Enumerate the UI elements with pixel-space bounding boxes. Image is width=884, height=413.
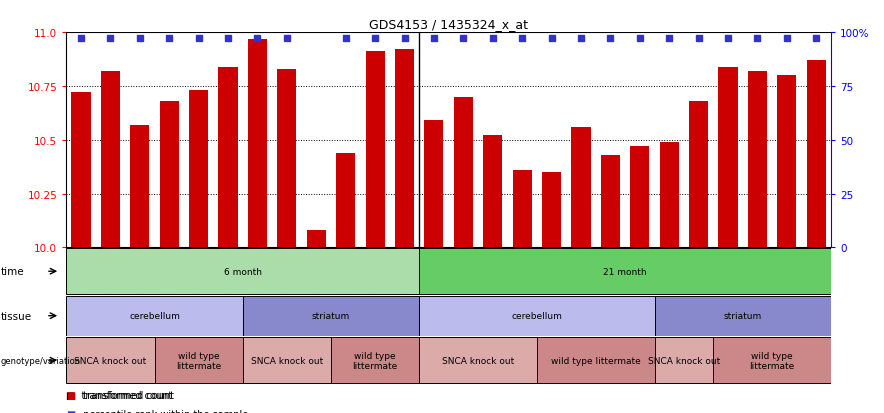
Bar (278, 69, 296, 248)
Text: cerebellum: cerebellum (129, 311, 180, 320)
FancyBboxPatch shape (155, 337, 243, 383)
Bar (366, 52, 385, 248)
Bar (542, 173, 561, 248)
Text: tissue: tissue (1, 311, 32, 321)
FancyBboxPatch shape (419, 337, 537, 383)
Text: ■  transformed count: ■ transformed count (66, 390, 172, 400)
FancyBboxPatch shape (654, 296, 831, 336)
Text: 6 month: 6 month (224, 267, 262, 276)
Bar (336, 153, 355, 248)
Bar (160, 102, 179, 248)
Bar (807, 61, 826, 248)
Text: ■: ■ (66, 409, 75, 413)
FancyBboxPatch shape (66, 337, 155, 383)
Bar (453, 97, 473, 248)
Text: ■: ■ (66, 390, 75, 400)
FancyBboxPatch shape (419, 249, 831, 294)
Bar (72, 93, 90, 248)
Title: GDS4153 / 1435324_x_at: GDS4153 / 1435324_x_at (370, 17, 528, 31)
FancyBboxPatch shape (66, 249, 419, 294)
Text: wild type
littermate: wild type littermate (750, 351, 795, 370)
Text: wild type littermate: wild type littermate (551, 356, 641, 365)
Text: transformed count: transformed count (77, 390, 174, 400)
Bar (395, 50, 414, 248)
Bar (571, 128, 591, 248)
Bar (307, 230, 326, 248)
Bar (101, 72, 120, 248)
Bar (424, 121, 444, 248)
Bar (689, 102, 708, 248)
FancyBboxPatch shape (537, 337, 654, 383)
Bar (218, 67, 238, 248)
Bar (659, 142, 679, 248)
Bar (248, 40, 267, 248)
FancyBboxPatch shape (654, 337, 713, 383)
Text: striatum: striatum (724, 311, 762, 320)
Text: genotype/variation: genotype/variation (1, 356, 81, 365)
FancyBboxPatch shape (66, 296, 243, 336)
Text: wild type
littermate: wild type littermate (353, 351, 398, 370)
FancyBboxPatch shape (243, 337, 331, 383)
FancyBboxPatch shape (331, 337, 419, 383)
Text: SNCA knock out: SNCA knock out (648, 356, 720, 365)
Bar (748, 72, 767, 248)
Bar (484, 136, 502, 248)
Text: wild type
littermate: wild type littermate (176, 351, 221, 370)
FancyBboxPatch shape (243, 296, 419, 336)
Text: percentile rank within the sample: percentile rank within the sample (77, 409, 248, 413)
Text: striatum: striatum (312, 311, 350, 320)
Text: time: time (1, 266, 25, 277)
Text: 21 month: 21 month (603, 267, 647, 276)
Text: SNCA knock out: SNCA knock out (442, 356, 514, 365)
Text: SNCA knock out: SNCA knock out (74, 356, 147, 365)
FancyBboxPatch shape (419, 296, 654, 336)
Bar (630, 147, 650, 248)
Bar (513, 171, 531, 248)
Text: SNCA knock out: SNCA knock out (251, 356, 323, 365)
Bar (130, 126, 149, 248)
Bar (719, 67, 737, 248)
FancyBboxPatch shape (713, 337, 831, 383)
Bar (189, 91, 209, 248)
Bar (777, 76, 796, 248)
Bar (601, 155, 620, 248)
Text: cerebellum: cerebellum (512, 311, 562, 320)
